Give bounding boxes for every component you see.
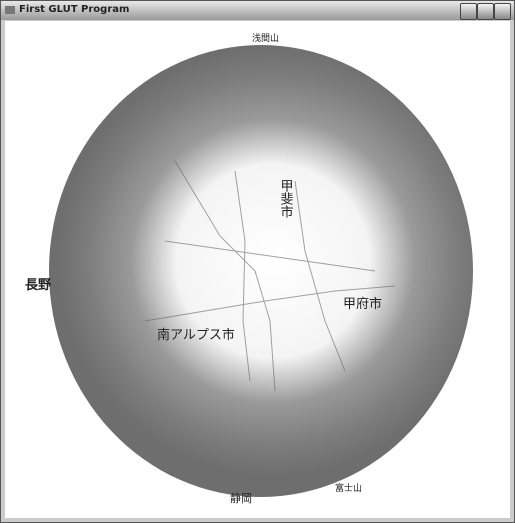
close-button[interactable] — [494, 3, 511, 20]
minimize-button[interactable] — [460, 3, 477, 20]
window-title: First GLUT Program — [19, 4, 129, 15]
map-label: 甲府市 — [343, 296, 382, 312]
page: First GLUT Program — [0, 0, 515, 523]
window-icon — [5, 6, 15, 14]
map-label: 浅間山 — [252, 32, 279, 44]
map-label: 富士山 — [335, 482, 362, 494]
map-view: 長野 甲斐市 甲府市 南アルプス市 静岡 富士山 浅間山 — [5, 21, 510, 518]
title-bar[interactable]: First GLUT Program — [1, 1, 514, 20]
map-sphere — [49, 45, 473, 497]
map-label: 長野 — [25, 278, 51, 293]
window: First GLUT Program — [0, 0, 515, 523]
map-label: 南アルプス市 — [157, 327, 235, 343]
maximize-button[interactable] — [477, 3, 494, 20]
client-area: 長野 甲斐市 甲府市 南アルプス市 静岡 富士山 浅間山 — [5, 21, 510, 518]
map-label: 静岡 — [230, 491, 252, 505]
map-label: 甲斐市 — [278, 179, 294, 218]
